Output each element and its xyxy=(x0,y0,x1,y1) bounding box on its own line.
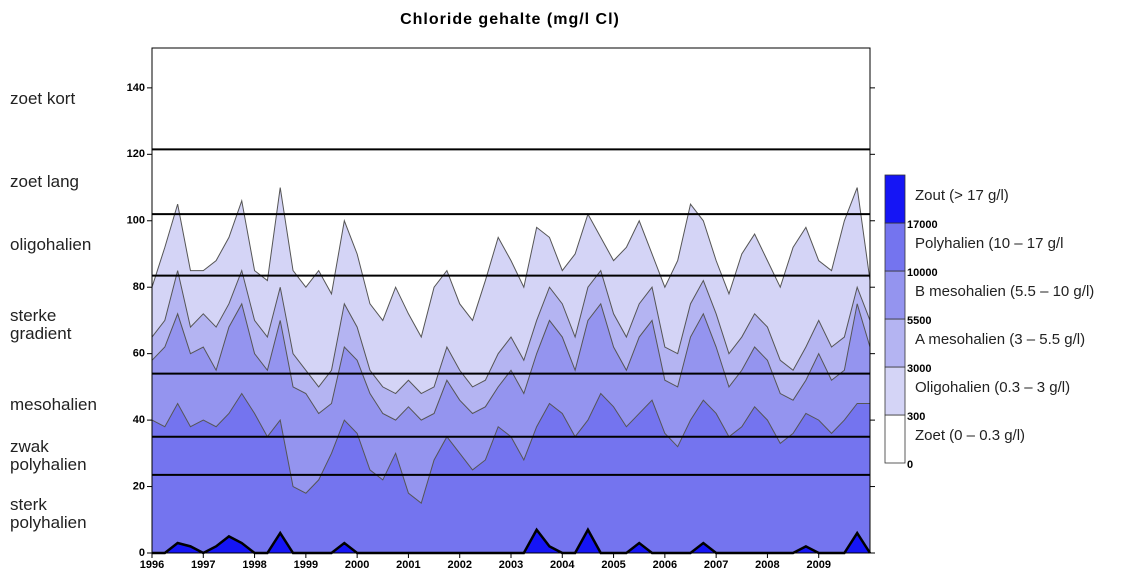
x-tick-label: 1999 xyxy=(294,559,318,571)
x-tick-label: 1998 xyxy=(242,559,266,571)
contour-band xyxy=(152,393,870,553)
chart-title: Chloride gehalte (mg/l Cl) xyxy=(400,11,620,28)
y-tick-label: 60 xyxy=(133,348,145,360)
contour-line xyxy=(151,268,871,395)
legend-label: Oligohalien (0.3 – 3 g/l) xyxy=(915,379,1070,396)
zone-label: sterk polyhalien xyxy=(10,494,87,532)
legend-swatch xyxy=(884,414,906,464)
legend-level: 5500 xyxy=(907,315,931,327)
x-tick-label: 2005 xyxy=(601,559,625,571)
zone-label: zwak polyhalien xyxy=(10,436,87,474)
zone-label: zoet kort xyxy=(10,88,76,108)
contour-line xyxy=(151,187,871,339)
legend-level: 300 xyxy=(907,411,925,423)
legend-swatch xyxy=(884,222,906,272)
y-tick-label: 20 xyxy=(133,480,145,492)
x-tick-label: 2007 xyxy=(704,559,728,571)
legend-level: 3000 xyxy=(907,363,931,375)
y-tick-label: 100 xyxy=(127,215,145,227)
legend-swatch xyxy=(884,174,906,224)
legend-label: Polyhalien (10 – 17 g/l xyxy=(915,235,1063,252)
x-tick-label: 2004 xyxy=(550,559,575,571)
legend-level: 17000 xyxy=(907,219,938,231)
x-tick-label: 2003 xyxy=(499,559,523,571)
zone-label: oligohalien xyxy=(10,234,92,254)
legend-label: Zoet (0 – 0.3 g/l) xyxy=(915,427,1025,444)
legend-label: A mesohalien (3 – 5.5 g/l) xyxy=(915,331,1085,348)
y-tick-label: 0 xyxy=(139,547,145,559)
x-tick-label: 1996 xyxy=(140,559,164,571)
legend-level: 10000 xyxy=(907,267,938,279)
zone-label: zoet lang xyxy=(10,171,79,191)
y-tick-label: 80 xyxy=(133,281,145,293)
legend-swatch xyxy=(884,270,906,320)
x-tick-label: 2001 xyxy=(396,559,420,571)
legend-level: 0 xyxy=(907,459,913,471)
x-tick-label: 1997 xyxy=(191,559,215,571)
zone-label: sterke gradient xyxy=(10,305,72,343)
zone-label: mesohalien xyxy=(10,395,97,415)
legend-label: Zout (> 17 g/l) xyxy=(915,187,1009,204)
x-tick-label: 2006 xyxy=(653,559,677,571)
contour-line xyxy=(151,302,871,421)
x-tick-label: 2008 xyxy=(755,559,779,571)
x-tick-label: 2009 xyxy=(806,559,830,571)
legend-swatch xyxy=(884,318,906,368)
legend-swatch xyxy=(884,366,906,416)
x-tick-label: 2000 xyxy=(345,559,369,571)
y-tick-label: 40 xyxy=(133,414,145,426)
x-tick-label: 2002 xyxy=(447,559,471,571)
y-tick-label: 120 xyxy=(127,148,145,160)
y-tick-label: 140 xyxy=(127,82,145,94)
legend-label: B mesohalien (5.5 – 10 g/l) xyxy=(915,283,1094,300)
